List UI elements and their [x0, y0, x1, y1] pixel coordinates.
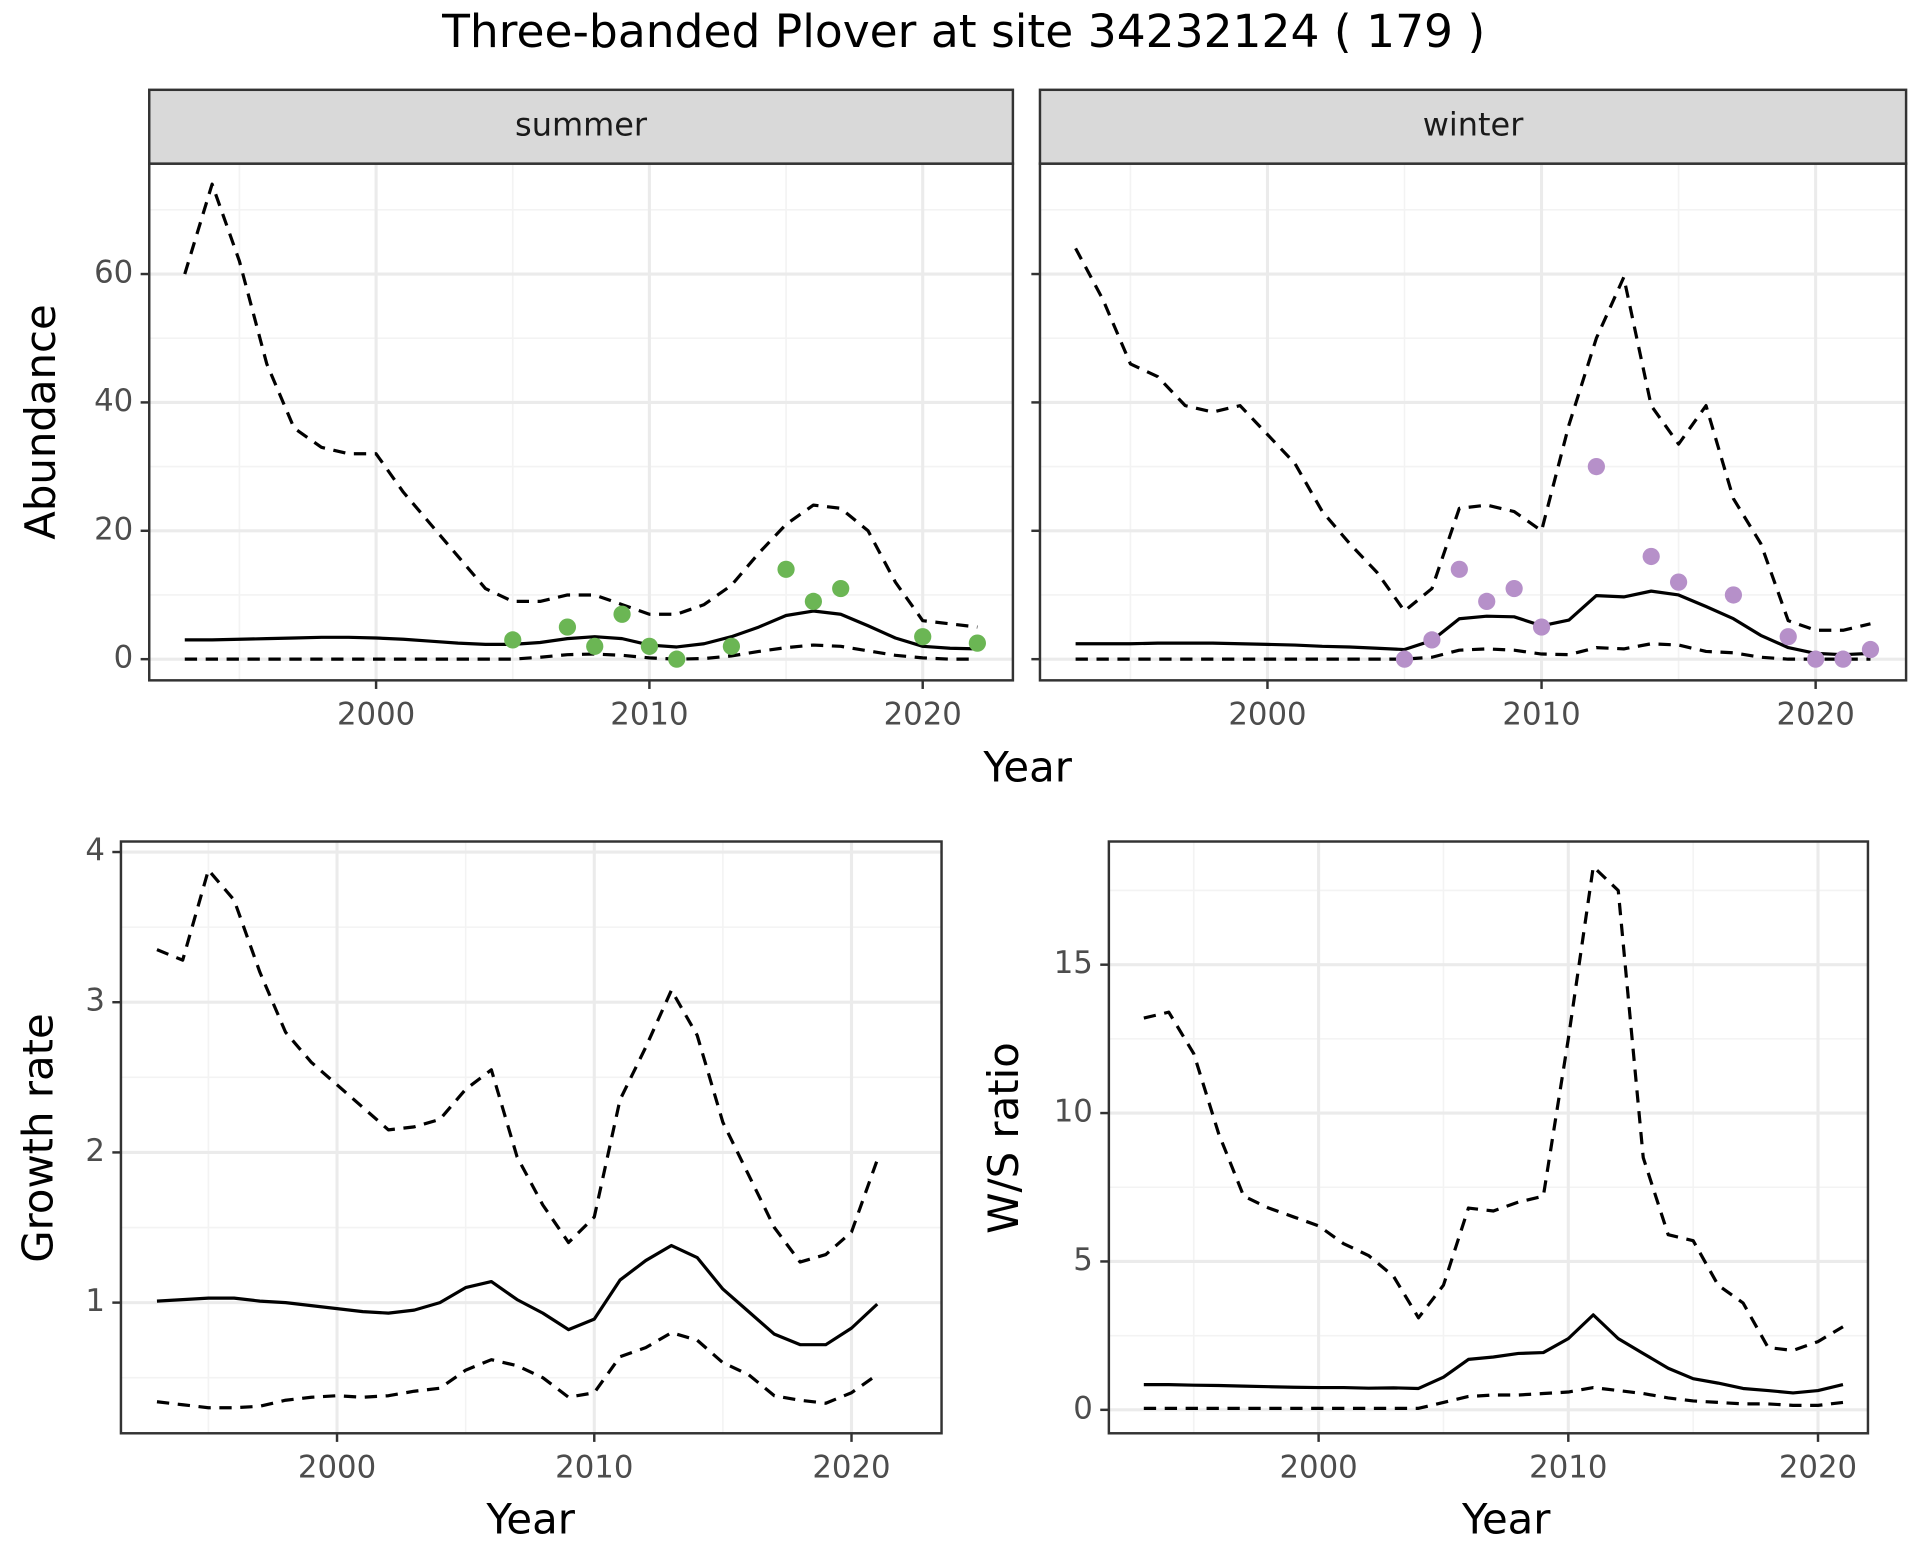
panel-background [120, 841, 942, 1434]
strip [148, 88, 1015, 165]
data-point [777, 560, 795, 578]
mean-line [184, 609, 978, 651]
data-point [1450, 560, 1468, 578]
y-axis-title: W/S ratio [979, 1042, 1028, 1234]
data-point [1587, 457, 1605, 476]
x-tick-label: 2020 [1779, 1449, 1857, 1485]
interval-line [1075, 642, 1871, 661]
data-point [586, 637, 604, 655]
data-point [914, 628, 932, 646]
panel: 2000 2010 2020 0 20 40 60 summer Year Abundance [16, 88, 1073, 792]
y-axis-title: Growth rate [13, 1013, 62, 1263]
x-tick-label: 2010 [1529, 1449, 1607, 1485]
x-tick-label: 2020 [884, 697, 962, 733]
y-tick-label: 60 [94, 255, 133, 291]
panel: 2000 2010 2020 1 2 3 4 Year Growth rate [13, 833, 943, 1543]
data-point [504, 631, 522, 649]
y-tick-label: 20 [94, 511, 133, 547]
panel-border [119, 840, 943, 1435]
x-tick-label: 2000 [1228, 697, 1306, 733]
x-tick-label: 2000 [298, 1449, 376, 1485]
panel-background [1039, 163, 1907, 681]
data-point [1669, 573, 1688, 591]
data-point [1423, 631, 1441, 649]
data-point [1642, 547, 1660, 566]
y-tick-label: 2 [85, 1133, 105, 1169]
data-point [1861, 640, 1880, 659]
mean-line [156, 1243, 879, 1347]
x-axis-title: Year [1461, 1494, 1551, 1543]
x-tick-label: 2010 [610, 697, 688, 733]
x-axis-title: Year [485, 1494, 575, 1543]
interval-line [156, 868, 879, 1264]
data-point [1478, 592, 1496, 611]
data-point [1395, 650, 1414, 668]
data-point [1779, 628, 1797, 646]
y-tick-label: 15 [1054, 945, 1093, 981]
panel: 2000 2010 2020 winter [1031, 88, 1908, 733]
panel: 2000 2010 2020 0 5 10 15 Year W/S ratio [979, 840, 1870, 1543]
y-tick-label: 10 [1054, 1094, 1093, 1130]
data-point [640, 637, 659, 655]
x-tick-label: 2000 [1279, 1449, 1357, 1485]
x-tick-label: 2000 [337, 697, 415, 733]
x-tick-label: 2020 [812, 1449, 890, 1485]
panel-background [1108, 841, 1868, 1434]
data-point [832, 579, 850, 598]
data-point [1807, 650, 1825, 668]
y-tick-label: 1 [85, 1283, 105, 1319]
y-tick-label: 3 [85, 983, 105, 1019]
y-axis-title: Abundance [16, 304, 65, 540]
x-axis-title: Year [982, 743, 1072, 792]
figure-title: Three-banded Plover at site 34232124 ( 1… [441, 5, 1485, 58]
data-point [722, 637, 741, 655]
data-point [668, 650, 686, 668]
data-point [1724, 586, 1743, 604]
strip-label: winter [1423, 106, 1524, 144]
x-tick-label: 2020 [1777, 697, 1855, 733]
data-point [613, 605, 631, 623]
x-tick-label: 2010 [1502, 697, 1580, 733]
data-point [1505, 579, 1523, 598]
strip [1038, 88, 1908, 165]
data-point [1834, 650, 1852, 668]
y-tick-label: 0 [114, 640, 134, 676]
y-tick-label: 5 [1073, 1242, 1093, 1278]
data-point [558, 618, 577, 636]
x-tick-label: 2010 [555, 1449, 633, 1485]
mean-line [1143, 1313, 1844, 1395]
strip-label: summer [515, 106, 648, 144]
panel-background [149, 163, 1013, 681]
y-tick-label: 4 [85, 833, 105, 869]
interval-line [1074, 247, 1871, 632]
data-point [968, 634, 986, 652]
interval-line [156, 1331, 879, 1410]
y-tick-label: 0 [1073, 1390, 1093, 1426]
panel-border [1107, 840, 1870, 1435]
data-point [804, 592, 822, 611]
y-tick-label: 40 [94, 383, 133, 419]
interval-line [1143, 1385, 1844, 1410]
interval-line [1143, 865, 1844, 1353]
interval-line [184, 643, 978, 661]
mean-line [1075, 589, 1871, 657]
data-point [1532, 618, 1551, 636]
interval-line [183, 182, 978, 629]
